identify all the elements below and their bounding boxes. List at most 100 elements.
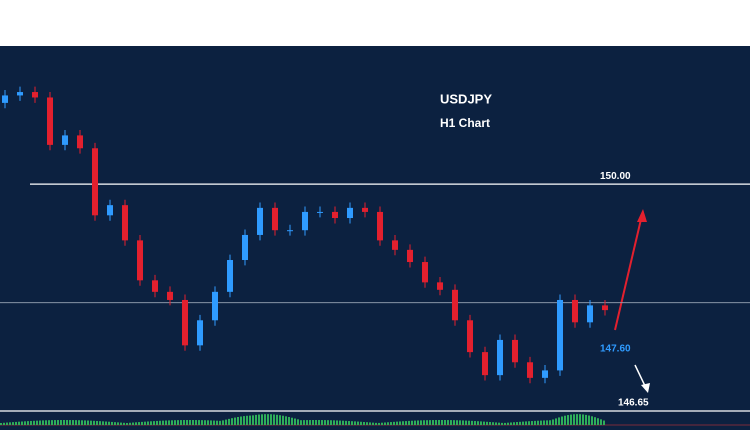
osc-bar bbox=[216, 420, 218, 425]
osc-bar bbox=[558, 417, 560, 425]
candle-body bbox=[122, 205, 128, 241]
osc-bar bbox=[474, 421, 476, 425]
candle-body bbox=[17, 92, 23, 96]
osc-bar bbox=[213, 420, 215, 425]
candle-body bbox=[467, 320, 473, 353]
osc-bar bbox=[489, 421, 491, 425]
osc-bar bbox=[402, 421, 404, 425]
osc-bar bbox=[30, 420, 32, 425]
candle-body bbox=[32, 92, 38, 98]
osc-bar bbox=[360, 421, 362, 425]
osc-bar bbox=[600, 419, 602, 425]
osc-bar bbox=[324, 420, 326, 425]
osc-bar bbox=[393, 421, 395, 425]
osc-bar bbox=[144, 421, 146, 425]
up-arrowhead bbox=[637, 209, 647, 222]
osc-bar bbox=[525, 421, 527, 425]
osc-bar bbox=[159, 420, 161, 425]
candle-body bbox=[137, 240, 143, 281]
osc-bar bbox=[291, 417, 293, 425]
osc-bar bbox=[423, 420, 425, 425]
osc-bar bbox=[132, 422, 134, 425]
osc-bar bbox=[414, 420, 416, 425]
osc-bar bbox=[276, 414, 278, 425]
osc-bar bbox=[84, 420, 86, 425]
osc-bar bbox=[288, 416, 290, 425]
osc-bar bbox=[522, 421, 524, 425]
osc-bar bbox=[330, 420, 332, 425]
osc-bar bbox=[582, 414, 584, 425]
osc-bar bbox=[315, 420, 317, 425]
osc-bar bbox=[198, 420, 200, 425]
osc-bar bbox=[117, 422, 119, 425]
osc-bar bbox=[603, 420, 605, 425]
osc-bar bbox=[6, 422, 8, 425]
candle-body bbox=[197, 320, 203, 346]
candle-body bbox=[92, 148, 98, 216]
osc-bar bbox=[387, 422, 389, 425]
chart-title: USDJPY bbox=[440, 91, 492, 106]
osc-bar bbox=[75, 420, 77, 425]
osc-bar bbox=[546, 420, 548, 425]
candle-body bbox=[572, 299, 578, 323]
osc-bar bbox=[444, 420, 446, 425]
candle-body bbox=[107, 205, 113, 216]
osc-bar bbox=[510, 422, 512, 425]
candle-body bbox=[62, 135, 68, 145]
candle-body bbox=[542, 370, 548, 378]
osc-bar bbox=[126, 422, 128, 425]
osc-bar bbox=[102, 421, 104, 425]
osc-bar bbox=[498, 422, 500, 425]
candle-body bbox=[392, 240, 398, 250]
osc-bar bbox=[195, 420, 197, 425]
osc-bar bbox=[63, 420, 65, 425]
osc-bar bbox=[306, 420, 308, 425]
osc-bar bbox=[243, 416, 245, 425]
candle-body bbox=[602, 305, 608, 311]
chart-subtitle: H1 Chart bbox=[440, 116, 490, 130]
osc-bar bbox=[471, 420, 473, 425]
candle-body bbox=[437, 282, 443, 290]
osc-bar bbox=[348, 421, 350, 425]
osc-bar bbox=[465, 420, 467, 425]
osc-bar bbox=[366, 422, 368, 425]
osc-bar bbox=[537, 420, 539, 425]
osc-bar bbox=[120, 422, 122, 425]
candle-body bbox=[242, 234, 248, 261]
up-arrow bbox=[614, 214, 643, 331]
candle-body bbox=[482, 352, 488, 376]
candle-body bbox=[422, 262, 428, 283]
osc-bar bbox=[0, 423, 2, 425]
oscillator bbox=[0, 414, 750, 426]
osc-bar bbox=[438, 420, 440, 425]
osc-bar bbox=[93, 420, 95, 425]
osc-bar bbox=[417, 420, 419, 425]
osc-bar bbox=[45, 420, 47, 425]
osc-bar bbox=[21, 421, 23, 425]
osc-bar bbox=[285, 416, 287, 425]
osc-bar bbox=[501, 422, 503, 425]
osc-bar bbox=[453, 420, 455, 425]
osc-bar bbox=[339, 420, 341, 425]
candle-body bbox=[2, 95, 8, 103]
osc-bar bbox=[168, 420, 170, 425]
osc-bar bbox=[555, 418, 557, 425]
osc-bar bbox=[261, 414, 263, 425]
osc-bar bbox=[228, 418, 230, 425]
osc-bar bbox=[129, 422, 131, 425]
osc-bar bbox=[381, 422, 383, 425]
osc-bar bbox=[237, 416, 239, 425]
osc-bar bbox=[186, 420, 188, 425]
target-label: 147.60 bbox=[600, 343, 631, 354]
osc-bar bbox=[468, 420, 470, 425]
osc-bar bbox=[333, 420, 335, 425]
osc-bar bbox=[456, 420, 458, 425]
candle-body bbox=[362, 207, 368, 212]
candle-body bbox=[452, 289, 458, 321]
osc-bar bbox=[519, 421, 521, 425]
candle-body bbox=[287, 230, 293, 232]
osc-bar bbox=[312, 420, 314, 425]
osc-bar bbox=[579, 414, 581, 425]
osc-bar bbox=[432, 420, 434, 425]
